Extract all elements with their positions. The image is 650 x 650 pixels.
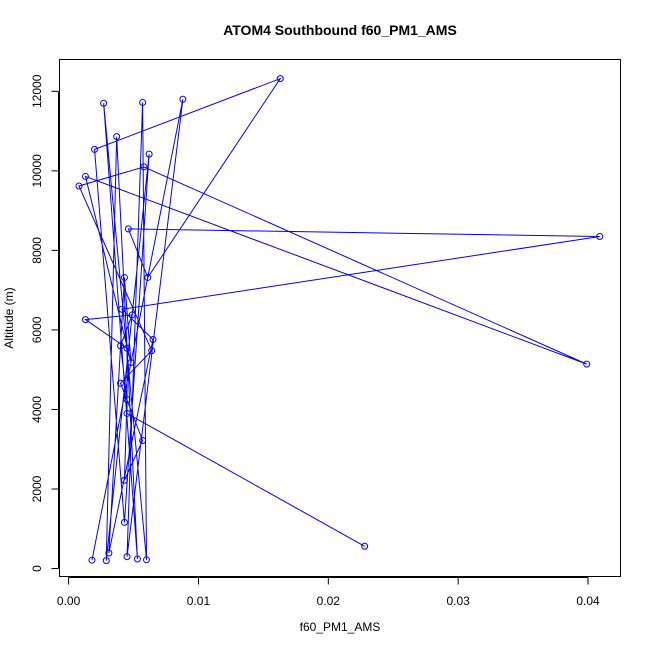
data-point — [105, 549, 113, 557]
data-point — [120, 476, 128, 484]
y-tick-label: 10000 — [30, 154, 44, 188]
data-series — [75, 75, 604, 565]
data-point — [139, 98, 147, 106]
data-point — [120, 273, 128, 281]
data-point — [123, 344, 131, 352]
data-point — [81, 316, 89, 324]
chart-title: ATOM4 Southbound f60_PM1_AMS — [223, 22, 457, 38]
series-line — [78, 77, 600, 561]
data-point — [148, 347, 156, 355]
x-axis: 0.00 0.01 0.02 0.03 0.04 — [57, 577, 600, 608]
y-tick-label: 6000 — [30, 316, 44, 343]
data-point — [127, 359, 135, 367]
data-point — [179, 95, 187, 103]
data-point — [88, 556, 96, 564]
data-point — [276, 75, 284, 83]
data-point — [128, 311, 136, 319]
data-point — [118, 305, 126, 313]
data-point — [123, 409, 131, 417]
data-point — [124, 225, 132, 233]
data-point — [117, 342, 125, 350]
x-axis-label: f60_PM1_AMS — [300, 620, 381, 634]
y-axis-label: Altitude (m) — [2, 287, 16, 348]
x-tick-label: 0.01 — [187, 594, 211, 608]
y-tick-label: 12000 — [30, 74, 44, 108]
data-point — [123, 553, 131, 561]
y-tick-label: 2000 — [30, 475, 44, 502]
plot-frame — [59, 59, 621, 577]
y-axis: 0 2000 4000 6000 8000 10000 12000 — [30, 74, 59, 572]
x-tick-label: 0.00 — [57, 594, 81, 608]
data-point — [361, 542, 369, 550]
data-point — [113, 133, 121, 141]
data-point — [91, 145, 99, 153]
data-point — [117, 379, 125, 387]
data-point — [75, 182, 83, 190]
data-point — [149, 335, 157, 343]
data-point — [583, 360, 591, 368]
y-tick-label: 0 — [30, 565, 44, 572]
y-tick-label: 8000 — [30, 237, 44, 264]
data-point — [123, 396, 131, 404]
data-point — [140, 163, 148, 171]
data-point — [100, 99, 108, 107]
x-tick-label: 0.04 — [576, 594, 600, 608]
data-point — [102, 557, 110, 565]
data-point — [139, 436, 147, 444]
x-tick-label: 0.03 — [446, 594, 470, 608]
data-point — [144, 273, 152, 281]
data-point — [145, 150, 153, 158]
data-point — [596, 232, 604, 240]
data-point — [120, 518, 128, 526]
data-point — [143, 556, 151, 564]
data-point — [133, 555, 141, 563]
x-tick-label: 0.02 — [317, 594, 341, 608]
data-point — [81, 172, 89, 180]
y-tick-label: 4000 — [30, 396, 44, 423]
